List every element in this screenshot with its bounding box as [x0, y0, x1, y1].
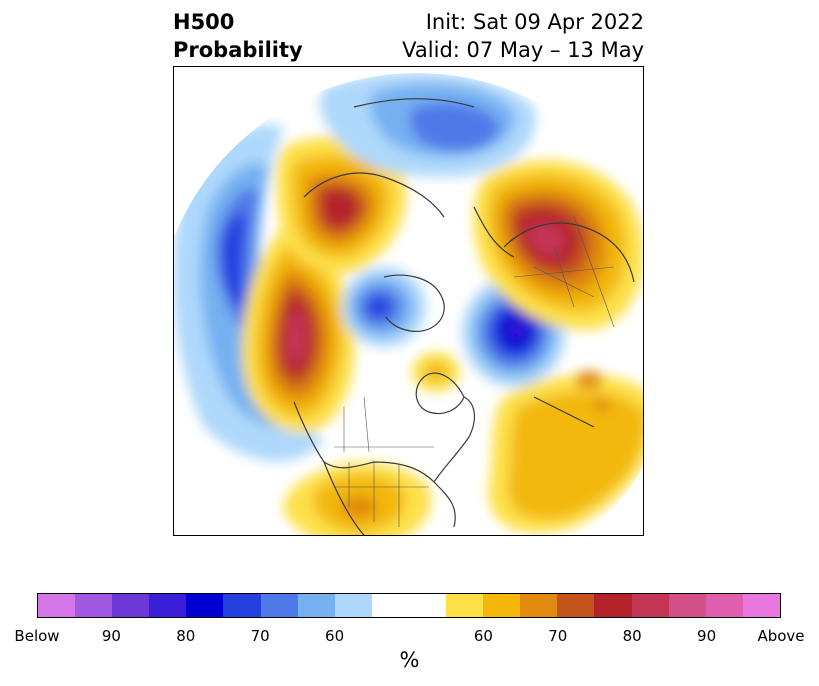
colorbar-segment [631, 594, 669, 617]
colorbar-segment [149, 594, 187, 617]
colorbar-segment [75, 594, 113, 617]
colorbar-segment [38, 594, 76, 617]
colorbar-segment [594, 594, 632, 617]
colorbar-tick-label: 60 [473, 627, 493, 645]
colorbar-tick-label: 90 [101, 627, 121, 645]
title-right: Init: Sat 09 Apr 2022 Valid: 07 May – 13… [402, 8, 644, 64]
colorbar-unit: % [399, 648, 420, 672]
positive-anomaly-alaska-yukon [276, 137, 407, 273]
init-date: Init: Sat 09 Apr 2022 [425, 10, 644, 34]
positive-anomaly-scandinavia-western-russia [473, 160, 643, 330]
colorbar-segment [223, 594, 261, 617]
colorbar-ticks: Below 90 80 70 60 60 70 80 90 Above [0, 627, 819, 647]
colorbar-segment [371, 594, 447, 617]
colorbar-segment [668, 594, 706, 617]
title-left: H500 Probability [173, 8, 303, 64]
colorbar-segment [297, 594, 335, 617]
colorbar [37, 593, 781, 618]
colorbar-segment [520, 594, 558, 617]
colorbar-tick-label: 60 [325, 627, 345, 645]
colorbar-tick-label: 80 [176, 627, 196, 645]
colorbar-tick-label: Above [757, 627, 805, 645]
colorbar-tick-label: 90 [697, 627, 717, 645]
colorbar-segment [742, 594, 780, 617]
negative-anomaly-north-pacific [174, 124, 324, 462]
valid-range: Valid: 07 May – 13 May [402, 38, 644, 62]
colorbar-tick-label: 70 [250, 627, 270, 645]
colorbar-segment [557, 594, 595, 617]
colorbar-segment [260, 594, 298, 617]
coastlines [293, 98, 635, 535]
colorbar-segment [483, 594, 521, 617]
title-variable: H500 [173, 10, 235, 34]
colorbar-tick-label: Below [14, 627, 60, 645]
negative-anomaly-arctic [342, 267, 426, 347]
political-borders [334, 216, 615, 527]
probability-map [174, 73, 643, 535]
map-panel [173, 66, 644, 536]
negative-anomaly-eastern-siberia [320, 73, 536, 177]
colorbar-segment [112, 594, 150, 617]
positive-anomaly-western-north-america [242, 227, 355, 433]
colorbar-segment [705, 594, 743, 617]
positive-anomaly-hudson-bay [412, 352, 460, 392]
positive-anomaly-north-atlantic [488, 371, 643, 533]
colorbar-segment [446, 594, 484, 617]
colorbar-segment [334, 594, 372, 617]
positive-anomaly-southern-us [283, 462, 432, 535]
colorbar-tick-label: 70 [548, 627, 568, 645]
colorbar-tick-label: 80 [622, 627, 642, 645]
title-product: Probability [173, 38, 303, 62]
colorbar-segment [186, 594, 224, 617]
